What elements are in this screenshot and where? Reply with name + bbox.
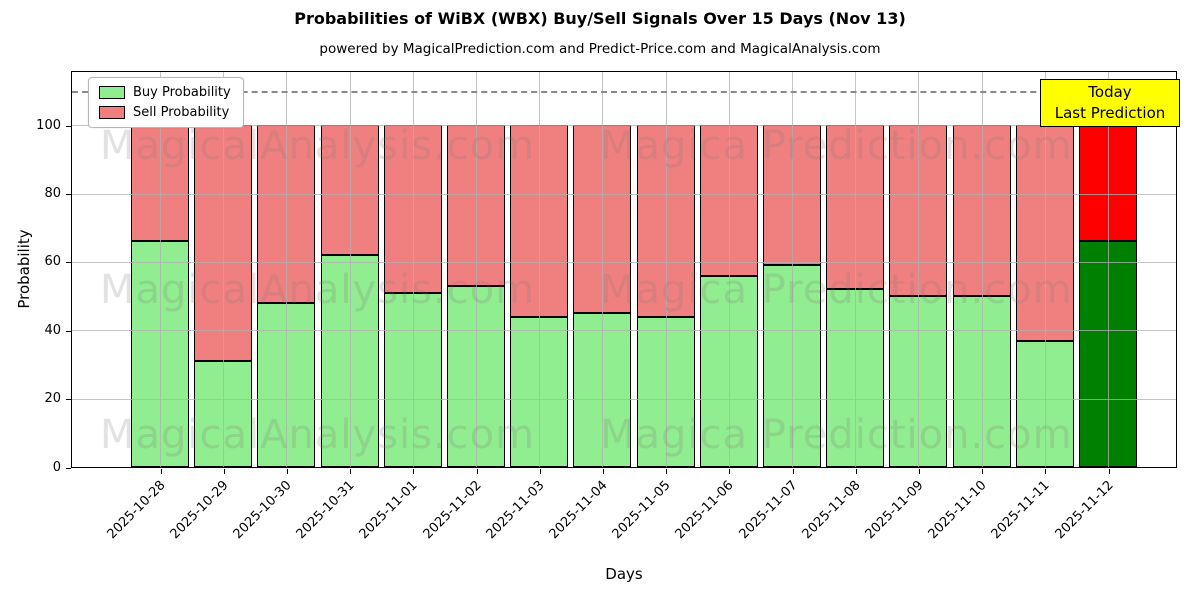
h-gridline: [72, 193, 1176, 195]
y-tick-label: 80: [44, 186, 61, 202]
legend-item: Sell Probability: [99, 105, 231, 120]
x-tick: [476, 469, 478, 474]
v-gridline: [476, 72, 477, 467]
x-tick: [413, 469, 415, 474]
x-tick: [1108, 469, 1110, 474]
chart-subtitle: powered by MagicalPrediction.com and Pre…: [319, 41, 881, 57]
today-annotation-line2: Last Prediction: [1054, 104, 1166, 122]
y-tick: [66, 194, 71, 196]
v-gridline: [602, 72, 604, 467]
watermark-text: MagicalAnalysis.com: [100, 412, 536, 458]
x-tick: [729, 469, 731, 474]
v-gridline: [160, 72, 161, 467]
x-axis-title: Days: [605, 565, 643, 583]
h-gridline: [72, 398, 1176, 400]
x-tick: [1045, 469, 1047, 474]
v-gridline: [1108, 72, 1109, 467]
legend: Buy Probability Sell Probability: [88, 77, 244, 128]
x-tick: [855, 469, 857, 474]
v-gridline: [1044, 72, 1046, 467]
y-tick-label: 40: [44, 322, 61, 338]
h-gridline: [72, 330, 1176, 332]
x-tick: [918, 469, 920, 474]
v-gridline: [728, 72, 730, 467]
y-tick-label: 100: [36, 117, 61, 133]
today-annotation-line1: Today: [1088, 83, 1132, 101]
y-tick-label: 60: [44, 254, 61, 270]
watermark-text: MagicalAnalysis.com: [100, 123, 536, 169]
v-gridline: [286, 72, 288, 467]
y-tick: [66, 399, 71, 401]
watermark-text: Magica Prediction.com: [600, 412, 1073, 458]
v-gridline: [981, 72, 983, 467]
legend-item: Buy Probability: [99, 85, 231, 100]
x-tick: [160, 469, 162, 474]
today-annotation: Today Last Prediction: [1040, 79, 1180, 127]
v-gridline: [412, 72, 414, 467]
watermark-text: MagicalAnalysis.com: [100, 267, 536, 313]
watermark-text: Magica Prediction.com: [600, 267, 1073, 313]
legend-swatch: [99, 86, 125, 99]
y-tick-label: 0: [52, 459, 61, 475]
v-gridline: [918, 72, 920, 467]
x-tick: [792, 469, 794, 474]
v-gridline: [855, 72, 857, 467]
v-gridline: [539, 72, 541, 467]
legend-label: Sell Probability: [133, 105, 230, 120]
v-gridline: [665, 72, 667, 467]
x-tick: [286, 469, 288, 474]
y-tick: [66, 330, 71, 332]
y-tick-label: 20: [44, 391, 61, 407]
x-tick: [982, 469, 984, 474]
h-gridline: [72, 125, 1176, 127]
v-gridline: [349, 72, 351, 467]
y-tick: [66, 262, 71, 264]
x-tick: [223, 469, 225, 474]
v-gridline: [792, 72, 793, 467]
v-gridline: [223, 72, 225, 467]
y-tick: [66, 467, 71, 469]
threshold-dashed-line: [72, 91, 1176, 94]
plot-area: MagicalAnalysis.com Magica Prediction.com…: [71, 71, 1180, 468]
x-tick: [602, 469, 604, 474]
y-axis-title: Probability: [15, 229, 33, 309]
y-tick: [66, 125, 71, 127]
h-gridline: [72, 261, 1176, 263]
legend-swatch: [99, 106, 125, 119]
chart-title: Probabilities of WiBX (WBX) Buy/Sell Sig…: [294, 9, 906, 28]
x-tick: [539, 469, 541, 474]
x-tick: [350, 469, 352, 474]
x-tick: [666, 469, 668, 474]
watermark-text: Magica Prediction.com: [600, 123, 1073, 169]
legend-label: Buy Probability: [133, 85, 231, 100]
